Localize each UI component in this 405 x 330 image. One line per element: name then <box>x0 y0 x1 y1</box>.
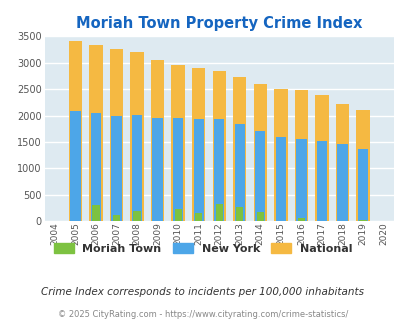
Bar <box>337 144 347 221</box>
Bar <box>133 211 141 221</box>
Title: Moriah Town Property Crime Index: Moriah Town Property Crime Index <box>76 16 362 31</box>
Bar <box>171 65 184 221</box>
Bar <box>152 118 162 221</box>
Bar <box>253 84 266 221</box>
Bar <box>215 205 222 221</box>
Bar <box>113 215 120 221</box>
Legend: Moriah Town, New York, National: Moriah Town, New York, National <box>49 239 356 258</box>
Bar <box>273 89 287 221</box>
Bar <box>195 214 202 221</box>
Bar <box>275 137 285 221</box>
Bar <box>153 220 161 221</box>
Bar <box>358 220 366 221</box>
Bar <box>213 119 224 221</box>
Bar <box>357 149 367 221</box>
Bar <box>173 118 183 221</box>
Bar <box>91 113 101 221</box>
Bar <box>356 110 369 221</box>
Bar <box>256 213 263 221</box>
Bar <box>192 68 205 221</box>
Bar <box>316 141 326 221</box>
Bar <box>296 139 306 221</box>
Bar <box>151 60 164 221</box>
Bar <box>297 218 304 221</box>
Bar <box>174 209 181 221</box>
Bar <box>294 90 307 221</box>
Bar <box>89 45 102 221</box>
Bar <box>315 95 328 221</box>
Bar <box>111 115 122 221</box>
Bar <box>255 131 265 221</box>
Bar <box>92 205 99 221</box>
Text: Crime Index corresponds to incidents per 100,000 inhabitants: Crime Index corresponds to incidents per… <box>41 287 364 297</box>
Bar <box>68 41 82 221</box>
Bar <box>335 104 348 221</box>
Bar <box>277 220 284 221</box>
Bar <box>193 119 203 221</box>
Bar <box>232 78 246 221</box>
Bar <box>130 51 143 221</box>
Bar <box>132 115 142 221</box>
Bar <box>110 49 123 221</box>
Bar <box>212 71 225 221</box>
Text: © 2025 CityRating.com - https://www.cityrating.com/crime-statistics/: © 2025 CityRating.com - https://www.city… <box>58 310 347 319</box>
Bar <box>234 124 244 221</box>
Bar <box>70 111 81 221</box>
Bar <box>236 207 243 221</box>
